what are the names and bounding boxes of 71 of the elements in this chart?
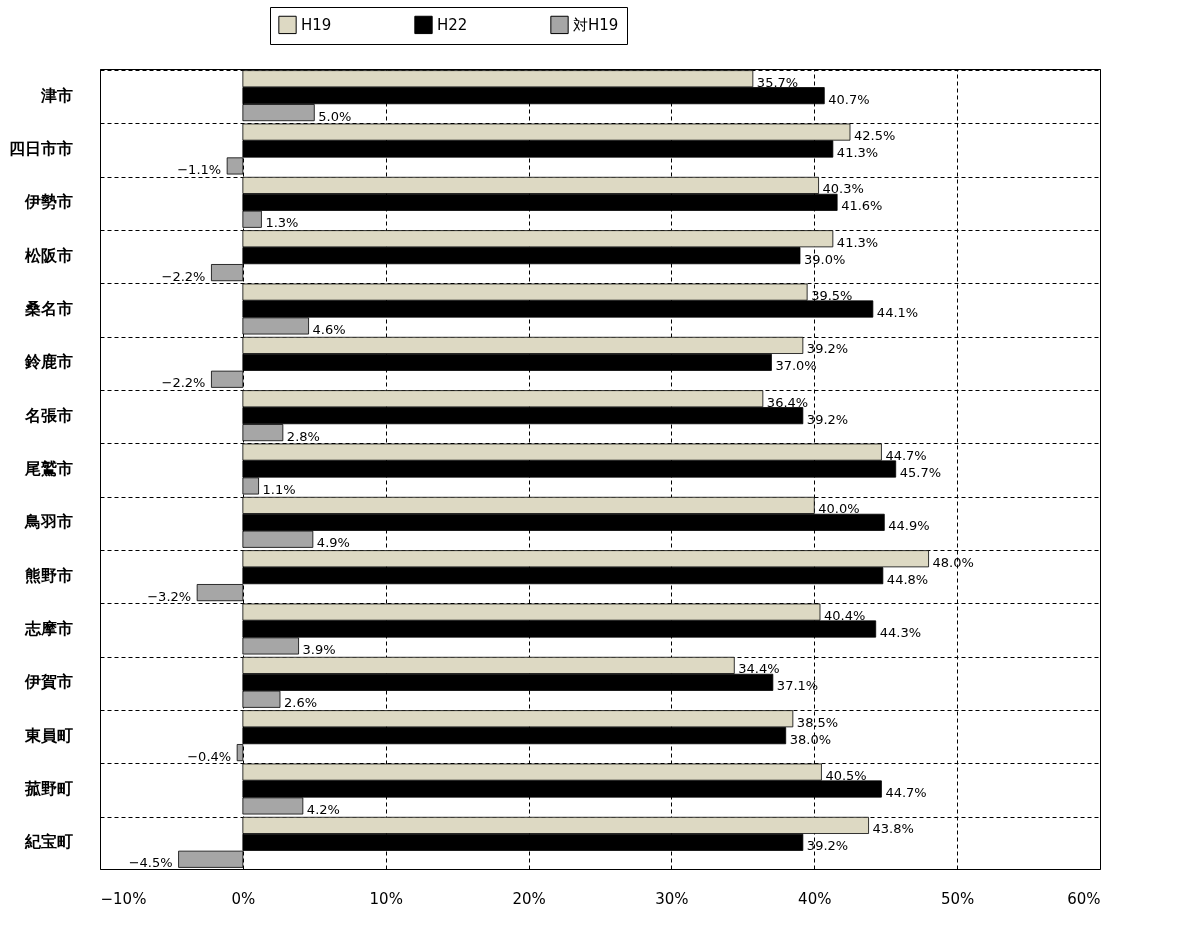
data-label: 44.7% [885,448,927,464]
y-tick-label: 紀宝町 [23,832,73,852]
data-label: 35.7% [756,74,799,90]
data-label: 45.7% [899,465,942,480]
data-label: −0.4% [187,748,232,764]
y-tick-label: 鳥羽市 [23,512,73,532]
data-label: −2.2% [161,268,206,284]
data-label: 44.8% [886,571,929,587]
data-label: 41.6% [841,198,883,214]
data-label: 2.6% [284,695,318,711]
legend-label: 対H19 [573,15,619,34]
data-label: 40.5% [825,768,867,784]
data-label: 48.0% [932,554,974,570]
data-label: 44.1% [876,305,919,320]
y-tick-label: 四日市市 [8,139,73,158]
data-label: 36.4% [766,394,809,410]
data-label: −1.1% [177,161,222,177]
data-label: 39.2% [806,838,849,854]
data-label: 4.9% [316,535,350,551]
data-label: −4.5% [128,855,173,871]
data-label: 37.1% [776,678,819,694]
y-tick-label: 鈴鹿市 [23,352,73,372]
data-label: 2.8% [286,428,320,444]
data-label: −2.2% [161,375,206,391]
data-label: 1.1% [262,481,296,497]
data-label: 38.5% [796,714,839,730]
y-tick-label: 菰野町 [23,779,73,798]
data-label: 42.5% [854,128,896,144]
y-tick-label: 伊勢市 [23,192,73,212]
y-tick-label: 桑名市 [23,299,73,318]
data-label: 41.3% [836,145,879,160]
data-label: 1.3% [265,215,299,231]
x-tick-label: 20% [512,889,546,908]
data-label: 5.0% [318,108,352,124]
data-label: 38.0% [789,731,832,747]
data-label: 39.0% [804,251,846,267]
x-tick-label: 60% [1067,889,1101,908]
data-label: 3.9% [302,641,336,657]
y-tick-label: 志摩市 [23,619,73,638]
x-tick-label: 40% [798,889,832,908]
x-tick-label: 0% [231,889,256,908]
x-tick-label: −10% [100,889,147,908]
data-label: 44.9% [888,518,930,534]
data-label: 39.2% [806,411,849,427]
y-tick-label: 松阪市 [23,245,73,265]
data-label: −3.2% [147,588,192,604]
data-label: 34.4% [738,661,780,677]
data-label: 41.3% [836,234,879,250]
y-tick-label: 尾鷲市 [23,459,73,478]
y-tick-label: 伊賀市 [23,672,73,692]
legend-label: H19 [301,15,332,34]
data-label: 44.7% [885,785,927,800]
y-tick-label: 津市 [39,85,73,105]
data-label: 39.5% [811,288,853,304]
y-tick-label: 東員町 [23,725,73,745]
data-label: 39.2% [806,341,849,357]
data-label: 40.4% [824,608,866,624]
x-tick-label: 10% [369,889,403,908]
data-label: 4.2% [306,801,340,817]
x-tick-label: 50% [940,889,975,908]
data-label: 43.8% [872,821,914,837]
data-label: 44.3% [879,625,922,640]
data-label: 40.7% [828,91,870,107]
data-label: 40.0% [818,501,860,517]
y-tick-label: 熊野市 [24,565,73,585]
x-tick-label: 30% [655,889,689,908]
legend-label: H22 [437,15,468,34]
y-tick-label: 名張市 [23,405,73,425]
data-label: 40.3% [822,181,864,197]
data-label: 37.0% [775,358,817,374]
data-label: 4.6% [312,321,346,337]
